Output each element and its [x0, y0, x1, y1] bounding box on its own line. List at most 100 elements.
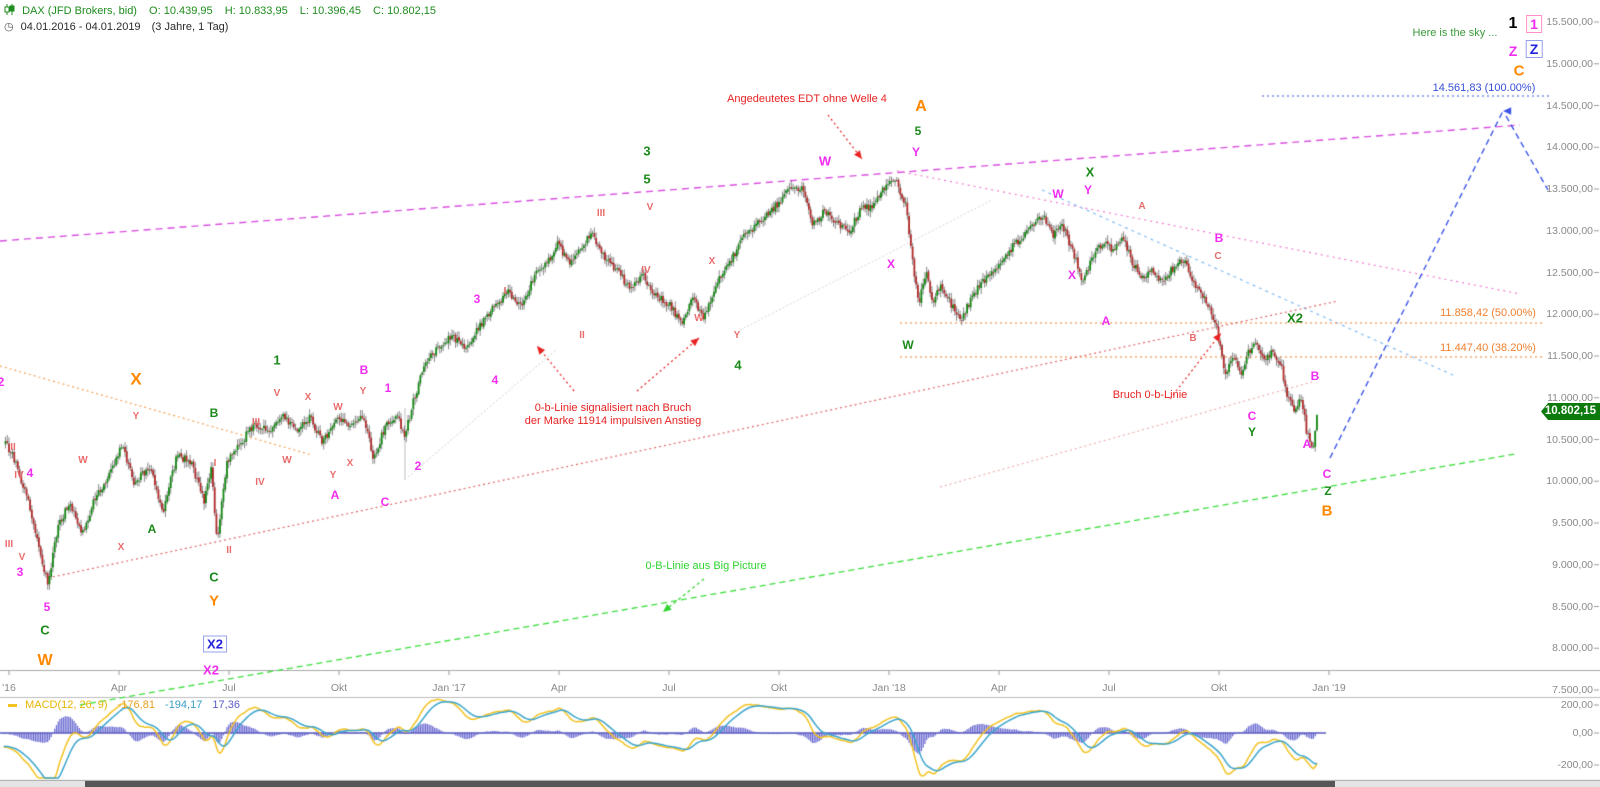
- chart-header: DAX (JFD Brokers, bid) O: 10.439,95 H: 1…: [4, 4, 445, 35]
- wave-label-1[interactable]: 1: [1526, 15, 1542, 33]
- wave-label-w[interactable]: W: [902, 338, 914, 352]
- wave-label-b[interactable]: B: [1214, 231, 1224, 245]
- wave-label-a[interactable]: A: [915, 98, 927, 115]
- wave-label-3[interactable]: 3: [473, 292, 481, 306]
- wave-label-z[interactable]: Z: [1525, 40, 1543, 58]
- macd-hist-value: 17,36: [212, 699, 240, 711]
- wave-label-c[interactable]: C: [40, 622, 50, 638]
- wave-label-y[interactable]: Y: [733, 330, 741, 341]
- wave-label-b[interactable]: B: [359, 363, 369, 377]
- wave-label-iv[interactable]: IV: [14, 470, 24, 481]
- wave-label-x[interactable]: X: [304, 392, 312, 403]
- wave-label-1[interactable]: 1: [1508, 15, 1518, 32]
- wave-label-2[interactable]: 2: [414, 459, 422, 473]
- bottom-scrollbar-thumb[interactable]: [85, 781, 1335, 787]
- wave-label-v[interactable]: V: [273, 388, 281, 399]
- wave-label-c[interactable]: C: [209, 569, 219, 585]
- wave-label-4[interactable]: 4: [734, 357, 742, 373]
- wave-label-1[interactable]: 1: [273, 352, 281, 368]
- wave-label-iii[interactable]: III: [4, 539, 14, 550]
- date-range[interactable]: 04.01.2016 - 04.01.2019: [20, 20, 141, 33]
- wave-label-i[interactable]: I: [213, 458, 217, 469]
- wave-label-a[interactable]: A: [1101, 314, 1111, 328]
- wave-label-x2[interactable]: X2: [203, 635, 227, 653]
- wave-label-4[interactable]: 4: [491, 373, 499, 387]
- wave-label-z[interactable]: Z: [1508, 43, 1518, 59]
- wave-label-a[interactable]: A: [330, 488, 340, 502]
- wave-label-c[interactable]: C: [1247, 409, 1257, 423]
- wave-label-i[interactable]: I: [503, 286, 507, 297]
- wave-label-w[interactable]: W: [694, 313, 704, 324]
- wave-label-x[interactable]: X: [117, 542, 125, 553]
- fib-382-label[interactable]: 11.447,40 (38.20%): [1440, 342, 1536, 355]
- wave-label-x[interactable]: X: [1067, 268, 1077, 282]
- annotation-sky[interactable]: Here is the sky ...: [1412, 27, 1498, 40]
- wave-label-x[interactable]: X: [886, 257, 896, 271]
- annotation-0b-line2[interactable]: der Marke 11914 impulsiven Anstieg: [524, 415, 702, 428]
- wave-label-w[interactable]: W: [78, 455, 88, 466]
- wave-label-c[interactable]: C: [1513, 62, 1525, 80]
- wave-label-iii[interactable]: III: [596, 208, 606, 219]
- fib-100-label[interactable]: 14.561,83 (100.00%): [1432, 82, 1536, 95]
- wave-label-y[interactable]: Y: [329, 470, 337, 481]
- wave-label-a[interactable]: A: [1302, 437, 1312, 451]
- wave-label-w[interactable]: W: [1052, 187, 1064, 201]
- wave-label-b[interactable]: B: [209, 406, 219, 420]
- symbol-name[interactable]: DAX (JFD Brokers, bid): [22, 5, 137, 17]
- wave-label-x2[interactable]: X2: [203, 662, 219, 678]
- wave-label-x2[interactable]: X2: [1287, 310, 1303, 326]
- wave-label-iv[interactable]: IV: [255, 477, 265, 488]
- wave-label-ii[interactable]: II: [579, 330, 585, 341]
- wave-label-c[interactable]: C: [1214, 251, 1222, 262]
- wave-label-2[interactable]: 2: [0, 375, 5, 389]
- wave-label-v[interactable]: V: [18, 552, 26, 563]
- wave-label-c[interactable]: C: [380, 495, 390, 509]
- wave-label-x[interactable]: X: [346, 458, 354, 469]
- wave-label-x[interactable]: X: [130, 369, 142, 389]
- wave-label-w[interactable]: W: [333, 402, 343, 413]
- wave-label-3[interactable]: 3: [16, 565, 24, 579]
- annotation-edt[interactable]: Angedeutetes EDT ohne Welle 4: [727, 93, 887, 106]
- wave-label-y[interactable]: Y: [911, 145, 921, 159]
- wave-label-y[interactable]: Y: [1247, 425, 1257, 439]
- price-axis-label: 9.000,00: [1552, 558, 1593, 571]
- wave-label-3[interactable]: 3: [643, 143, 651, 159]
- wave-label-y[interactable]: Y: [208, 592, 220, 610]
- fib-50-label[interactable]: 11.858,42 (50.00%): [1440, 307, 1536, 320]
- wave-label-ii[interactable]: II: [226, 545, 232, 556]
- macd-axis-label: 200,00: [1560, 698, 1593, 711]
- wave-label-w[interactable]: W: [282, 455, 292, 466]
- wave-label-4[interactable]: 4: [26, 466, 34, 480]
- clock-icon: ◷: [4, 20, 14, 33]
- wave-label-5[interactable]: 5: [43, 600, 51, 614]
- wave-label-z[interactable]: Z: [1324, 484, 1332, 498]
- wave-label-v[interactable]: V: [646, 202, 654, 213]
- wave-label-iv[interactable]: IV: [641, 265, 651, 276]
- wave-label-ii[interactable]: II: [10, 442, 16, 453]
- wave-label-5[interactable]: 5: [643, 171, 651, 187]
- annotation-big-picture[interactable]: 0-B-Linie aus Big Picture: [645, 560, 767, 573]
- wave-label-b[interactable]: B: [1310, 369, 1320, 383]
- price-axis-label: 11.000,00: [1547, 391, 1593, 404]
- wave-label-a[interactable]: A: [1138, 201, 1146, 212]
- wave-label-w[interactable]: W: [37, 652, 53, 669]
- wave-label-b[interactable]: B: [1321, 502, 1333, 520]
- wave-label-x[interactable]: X: [708, 256, 716, 267]
- wave-label-x[interactable]: X: [1085, 164, 1095, 180]
- wave-label-5[interactable]: 5: [914, 124, 922, 138]
- macd-label[interactable]: MACD(12, 26, 9): [25, 699, 108, 711]
- wave-label-iii[interactable]: III: [251, 417, 261, 428]
- wave-label-b[interactable]: B: [1189, 333, 1197, 344]
- annotation-0b-line1[interactable]: 0-b-Linie signalisiert nach Bruch: [534, 402, 692, 415]
- annotation-bruch[interactable]: Bruch 0-b-Linie: [1112, 389, 1188, 402]
- wave-label-a[interactable]: A: [147, 522, 157, 536]
- wave-label-1[interactable]: 1: [384, 381, 392, 395]
- wave-label-y[interactable]: Y: [132, 411, 140, 422]
- wave-label-w[interactable]: W: [818, 153, 832, 169]
- wave-label-y[interactable]: Y: [359, 386, 367, 397]
- wave-label-y[interactable]: Y: [1083, 183, 1093, 197]
- wave-label-c[interactable]: C: [1322, 467, 1332, 481]
